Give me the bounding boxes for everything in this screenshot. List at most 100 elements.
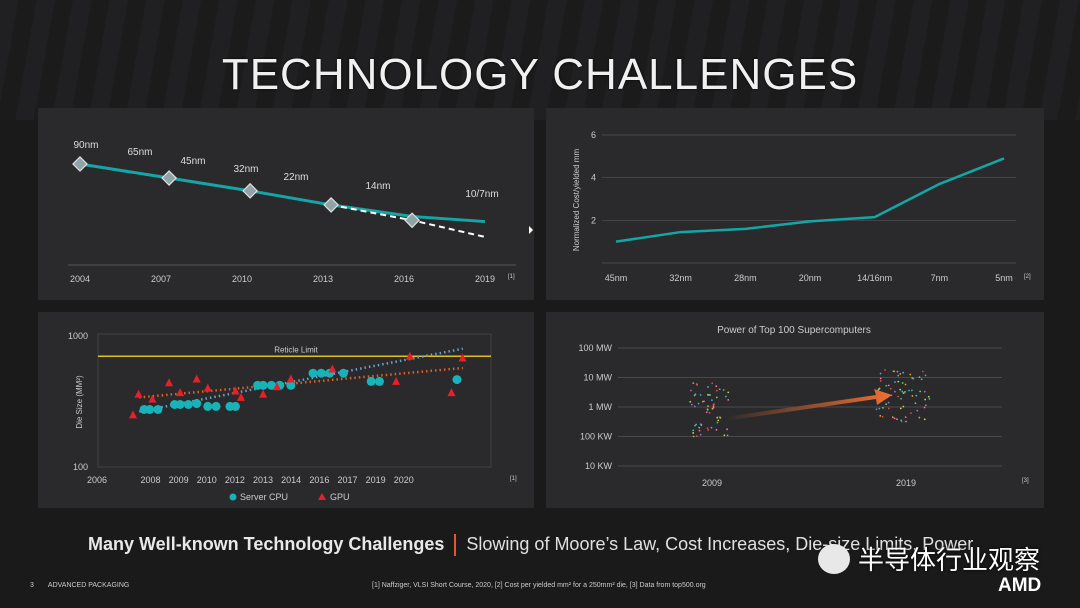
x-tick-label: 2013 [313, 274, 333, 284]
data-point-2019 [923, 390, 926, 393]
summary-divider [454, 534, 457, 557]
amd-logo: AMD [998, 575, 1042, 596]
data-point-2009 [699, 423, 702, 426]
data-point-2009 [698, 429, 701, 432]
reference-mark: [1] [510, 476, 517, 482]
point-server-cpu [374, 376, 384, 386]
data-point-2019 [891, 416, 894, 419]
x-tick-label: 32nm [669, 273, 692, 283]
data-point-2019 [897, 374, 900, 377]
data-point-2019 [897, 380, 900, 383]
data-point-2009 [713, 403, 716, 405]
node-label: 90nm [73, 140, 98, 151]
x-tick-label: 2019 [475, 274, 495, 284]
point-server-cpu [452, 375, 462, 385]
data-point-2009 [724, 395, 727, 398]
x-tick-label: 14/16nm [857, 273, 892, 283]
data-point-2009 [706, 408, 709, 411]
node-marker [72, 156, 88, 172]
y-axis-label: Normalized Cost/yielded mm [572, 149, 581, 252]
data-point-2019 [887, 401, 890, 404]
data-point-2009 [715, 385, 718, 388]
x-tick-label: 28nm [734, 273, 757, 283]
x-tick-label: 20nm [799, 273, 822, 283]
data-point-2009 [691, 403, 693, 406]
point-server-cpu [266, 380, 276, 390]
point-server-cpu [183, 399, 193, 409]
x-tick-label: 2008 [140, 475, 160, 485]
background-texture [0, 0, 1080, 120]
footer-left: 3 ADVANCED PACKAGING [30, 582, 143, 589]
point-gpu [237, 392, 245, 401]
point-gpu [165, 378, 173, 387]
node-marker [323, 197, 340, 213]
data-point-2019 [902, 371, 905, 374]
data-point-2019 [902, 392, 905, 394]
point-server-cpu [192, 399, 202, 409]
data-point-2019 [923, 418, 926, 421]
y-tick-label: 6 [591, 130, 596, 140]
panel-node-scaling: 2004 2007 2010 2013 2016 2019 [1] 90nm 65nm 45nm 3… [38, 108, 534, 300]
data-point-2009 [698, 426, 701, 429]
point-gpu [203, 383, 212, 392]
data-point-2019 [902, 405, 905, 408]
data-point-2009 [692, 382, 695, 385]
node-label: 14nm [365, 181, 390, 192]
trend-arrow [724, 389, 892, 421]
point-gpu [405, 351, 414, 360]
data-point-2009 [727, 398, 730, 401]
node-label: 65nm [127, 147, 152, 158]
point-server-cpu [153, 404, 163, 414]
data-point-2019 [923, 406, 926, 409]
data-point-2009 [707, 405, 709, 408]
data-point-2019 [885, 403, 888, 406]
wechat-logo-icon [818, 543, 850, 574]
data-point-2019 [924, 398, 927, 401]
data-point-2019 [916, 409, 919, 412]
data-point-2009 [712, 405, 715, 408]
data-point-2019 [904, 383, 907, 386]
data-point-2019 [908, 389, 910, 392]
y-tick-label: 100 KW [580, 432, 613, 442]
data-point-2019 [927, 395, 930, 398]
reference-mark: [1] [508, 274, 515, 280]
data-point-2019 [918, 376, 921, 379]
data-point-2019 [899, 407, 902, 410]
data-point-2019 [881, 415, 884, 418]
x-tick-label: 2019 [366, 475, 386, 485]
x-tick-label: 2006 [87, 475, 107, 485]
data-point-2009 [705, 411, 708, 414]
data-point-2019 [894, 390, 896, 393]
plot-border [97, 333, 492, 468]
data-point-2009 [707, 386, 709, 388]
data-point-2019 [885, 384, 888, 387]
data-point-2019 [904, 391, 906, 393]
node-label: 10/7nm [465, 189, 498, 200]
point-gpu [176, 388, 185, 397]
point-gpu [148, 394, 157, 403]
data-point-2009 [716, 421, 719, 424]
point-gpu [192, 374, 201, 383]
point-gpu [458, 353, 467, 362]
data-point-2019 [897, 395, 900, 398]
data-point-2009 [715, 428, 718, 431]
legend-label-cpu: Server CPU [240, 492, 288, 502]
data-point-2019 [924, 374, 927, 377]
y-tick-label: 10 KW [585, 461, 613, 471]
reference-mark: [2] [1024, 274, 1031, 280]
point-gpu [134, 389, 143, 398]
x-tick-label: 2016 [394, 274, 414, 284]
data-point-2019 [899, 388, 902, 391]
panel-supercomputers: Power of Top 100 Supercomputers 10 KW 100 … [546, 312, 1044, 508]
data-point-2019 [905, 420, 907, 423]
data-point-2009 [707, 429, 710, 431]
data-point-2009 [692, 435, 695, 438]
summary-headline: Many Well-known Technology Challenges [88, 534, 445, 554]
point-gpu [259, 389, 268, 398]
data-point-2009 [726, 434, 729, 437]
data-point-2009 [711, 382, 714, 385]
point-server-cpu [286, 380, 296, 390]
y-tick-label: 10 MW [583, 373, 612, 383]
y-tick-label: 100 [73, 462, 88, 472]
point-gpu [129, 410, 137, 419]
